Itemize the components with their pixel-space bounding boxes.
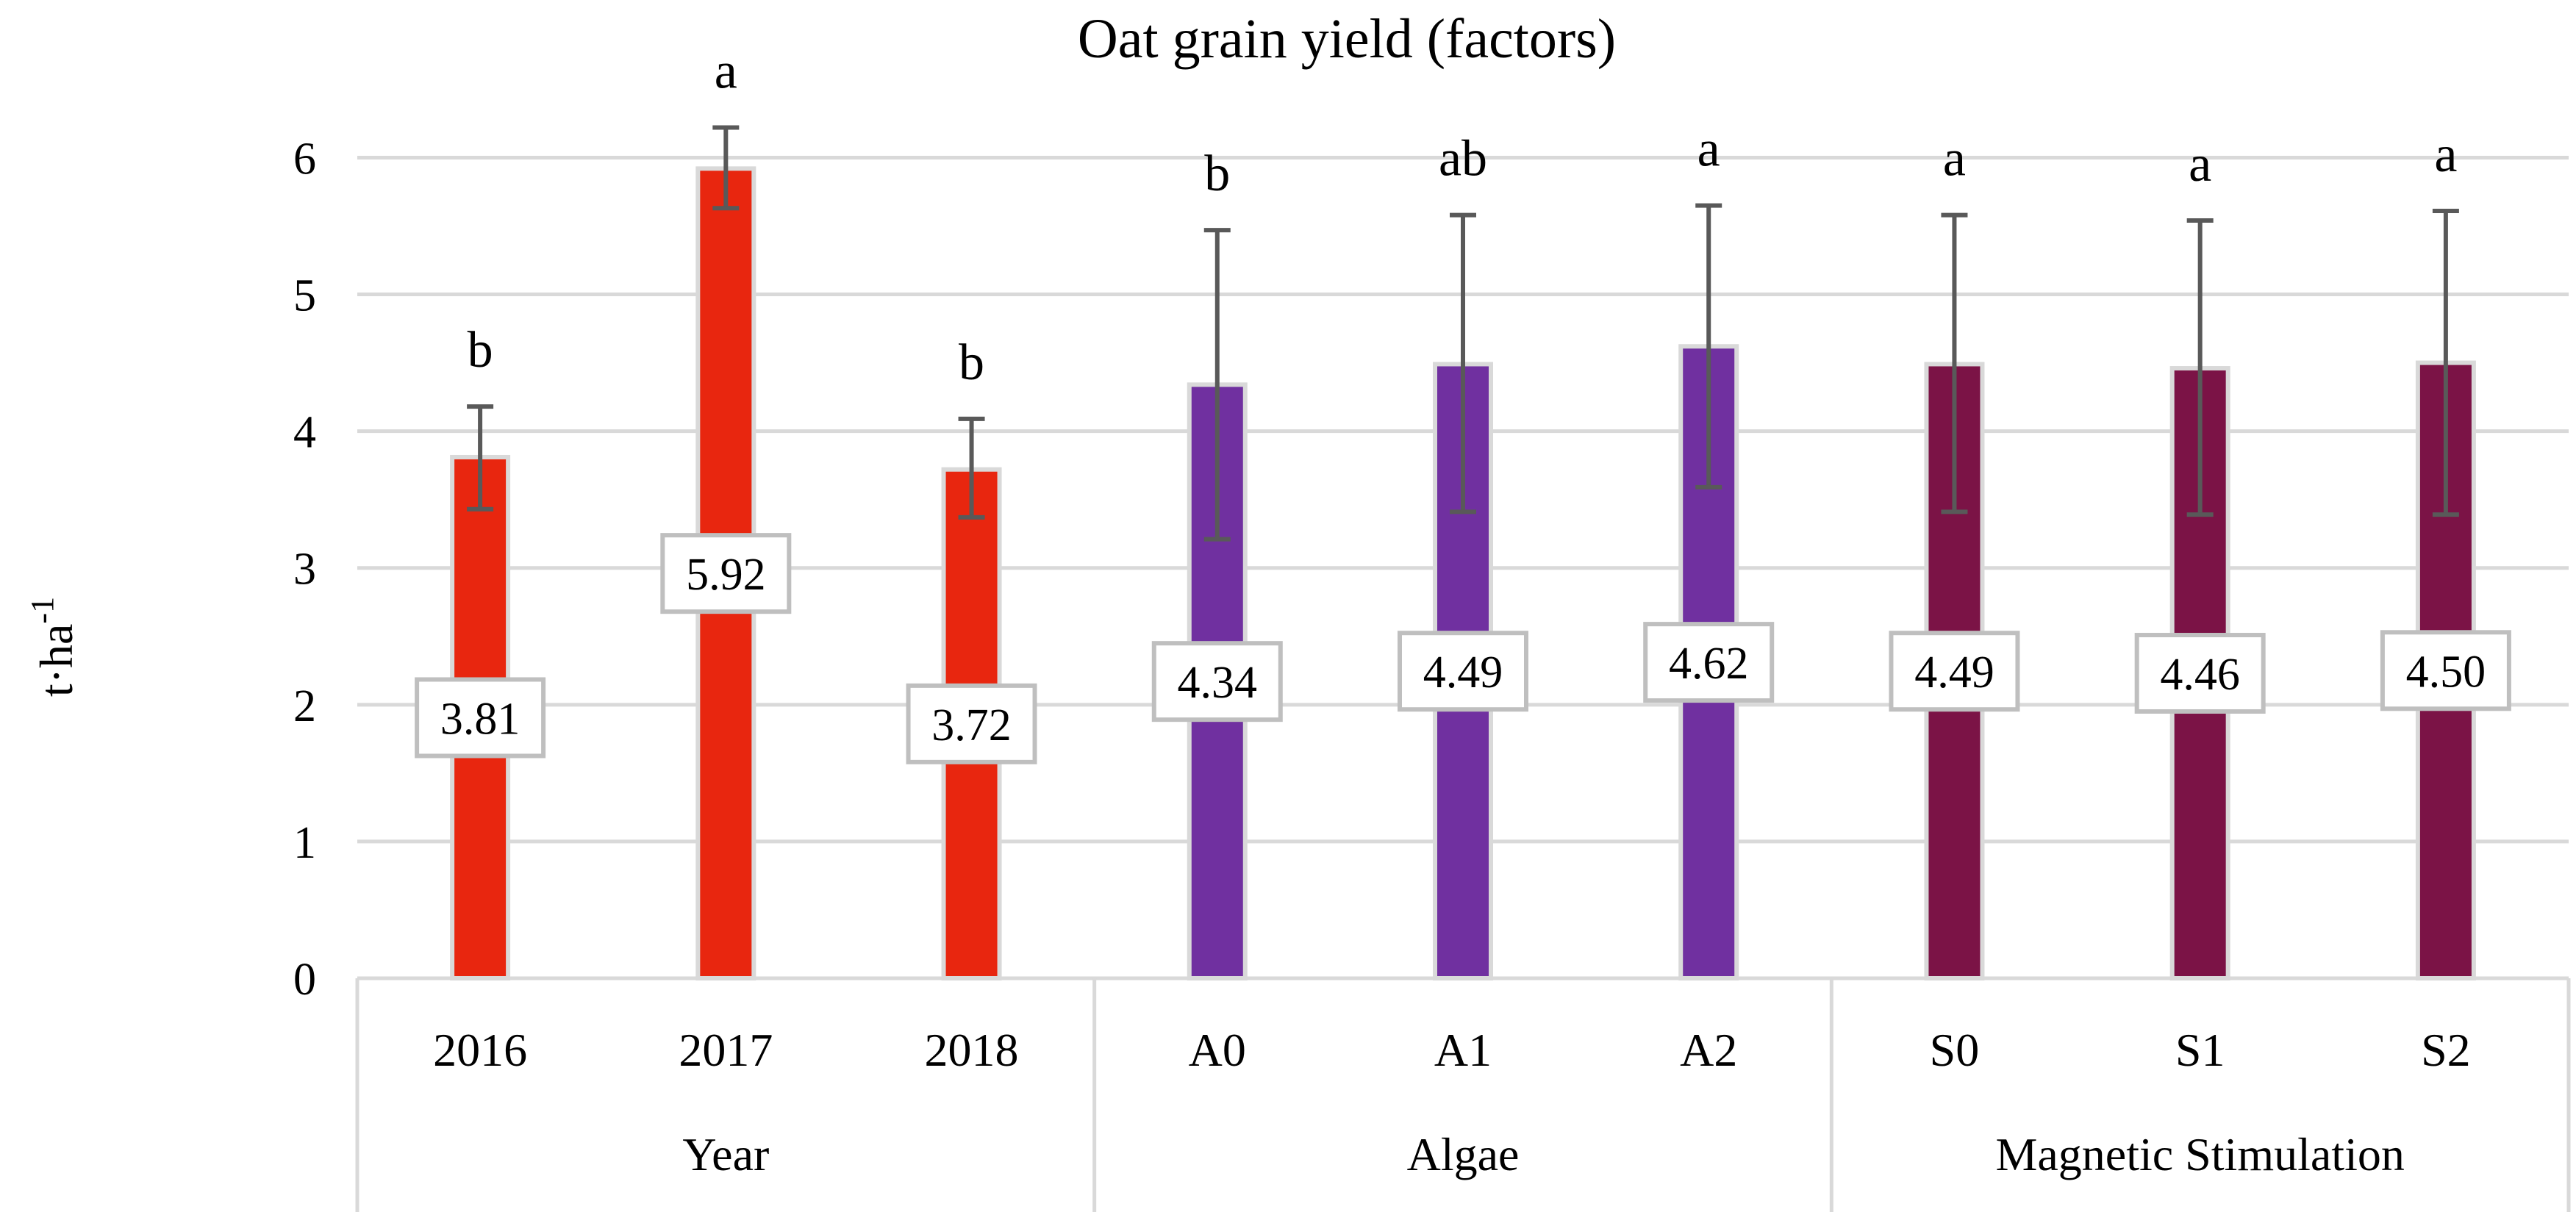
y-tick-label: 4 xyxy=(293,408,316,458)
significance-letter-a1: ab xyxy=(1439,131,1487,187)
error-bar-a1 xyxy=(1450,212,1476,514)
x-tick-label-2016: 2016 xyxy=(433,1024,527,1076)
y-tick-label: 2 xyxy=(293,681,316,731)
x-tick-label-s2: S2 xyxy=(2421,1024,2471,1076)
data-label-s2: 4.50 xyxy=(2380,630,2511,711)
data-label-box xyxy=(660,533,792,614)
x-tick-label-s0: S0 xyxy=(1930,1024,1980,1076)
group-label-algae: Algae xyxy=(1407,1128,1520,1180)
significance-letter-s0: a xyxy=(1943,131,1966,187)
data-label-2017: 5.92 xyxy=(660,533,792,614)
chart-title: Oat grain yield (factors) xyxy=(1078,8,1616,70)
data-label-2016: 3.81 xyxy=(415,677,546,759)
data-label-a1: 4.49 xyxy=(1398,631,1528,712)
error-bar-2016 xyxy=(467,404,494,512)
data-label-a2: 4.62 xyxy=(1643,622,1775,703)
data-label-value: 4.46 xyxy=(2160,650,2240,700)
data-label-box xyxy=(1151,641,1283,722)
data-label-value: 4.49 xyxy=(1423,648,1503,698)
significance-letter-a2: a xyxy=(1697,121,1720,178)
x-tick-label-s1: S1 xyxy=(2175,1024,2225,1076)
significance-letter-a0: b xyxy=(1204,146,1230,202)
error-bar-s2 xyxy=(2432,209,2459,517)
error-bar-2018 xyxy=(958,416,985,520)
x-tick-label-2017: 2017 xyxy=(679,1024,773,1076)
data-label-value: 3.81 xyxy=(440,694,520,744)
significance-letter-2018: b xyxy=(959,334,984,391)
data-label-value: 4.62 xyxy=(1669,639,1749,689)
data-label-value: 4.49 xyxy=(1914,648,1994,698)
error-bar-a2 xyxy=(1695,203,1722,490)
data-label-value: 3.72 xyxy=(931,700,1012,750)
error-bar-2017 xyxy=(712,125,740,211)
y-axis-label-base: t·ha xyxy=(30,624,82,698)
data-label-value: 5.92 xyxy=(686,550,766,600)
y-axis-ticks: 0 1 2 3 4 5 6 xyxy=(293,134,316,1005)
significance-letter-2016: b xyxy=(468,322,493,379)
data-label-a0: 4.34 xyxy=(1151,641,1283,722)
data-label-2018: 3.72 xyxy=(906,683,1037,764)
y-tick-label: 5 xyxy=(293,271,316,321)
data-label-box xyxy=(1889,631,2020,712)
data-labels: 3.81 5.92 3.72 4.34 4.49 4.62 4.49 4.46 4.50 xyxy=(415,533,2511,764)
y-tick-label: 3 xyxy=(293,545,316,595)
x-tick-label-2018: 2018 xyxy=(925,1024,1019,1076)
error-bar-s1 xyxy=(2186,218,2214,517)
data-label-box xyxy=(415,677,546,759)
group-label-magnetic-stimulation: Magnetic Stimulation xyxy=(1995,1128,2404,1180)
error-bar-s0 xyxy=(1941,212,1968,514)
y-tick-label: 1 xyxy=(293,818,316,868)
significance-letter-s1: a xyxy=(2189,136,2211,193)
y-tick-label: 0 xyxy=(293,955,316,1005)
data-label-box xyxy=(1398,631,1528,712)
data-label-value: 4.50 xyxy=(2406,647,2486,697)
significance-letter-s2: a xyxy=(2434,126,2457,183)
significance-letter-2017: a xyxy=(715,43,737,99)
data-label-value: 4.34 xyxy=(1178,658,1258,708)
category-axis: 2016 2017 2018 A0 A1 A2 S0 S1 S2 Year Algae Magneti… xyxy=(355,978,2571,1212)
data-label-box xyxy=(2134,633,2266,714)
y-axis-label: t·ha-1 xyxy=(24,597,82,697)
group-label-year: Year xyxy=(682,1128,769,1180)
data-label-s1: 4.46 xyxy=(2134,633,2266,714)
data-label-box xyxy=(2380,630,2511,711)
error-bars xyxy=(467,125,2459,542)
data-label-box xyxy=(1643,622,1775,703)
error-bar-a0 xyxy=(1203,228,1231,542)
data-label-box xyxy=(906,683,1037,764)
x-tick-label-a1: A1 xyxy=(1434,1024,1492,1076)
data-label-s0: 4.49 xyxy=(1889,631,2020,712)
x-tick-label-a2: A2 xyxy=(1680,1024,1737,1076)
y-axis-label-superscript: -1 xyxy=(24,597,60,624)
y-tick-label: 6 xyxy=(293,134,316,184)
x-tick-label-a0: A0 xyxy=(1189,1024,1246,1076)
